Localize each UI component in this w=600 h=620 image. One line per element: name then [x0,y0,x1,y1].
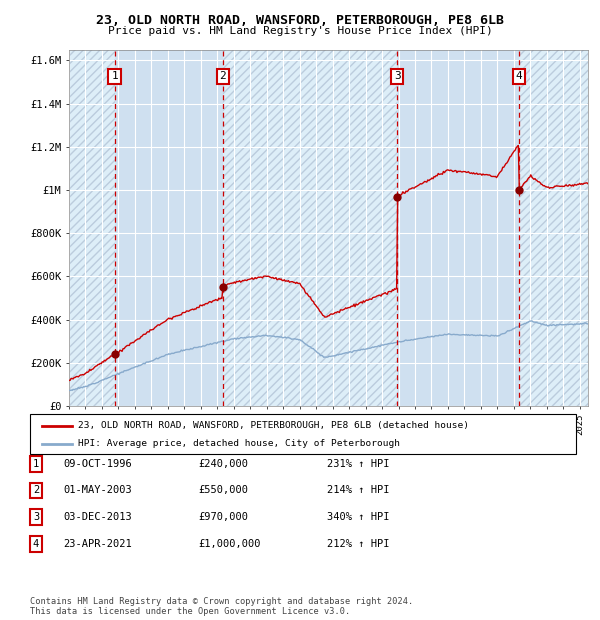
Text: 03-DEC-2013: 03-DEC-2013 [63,512,132,522]
Text: 4: 4 [33,539,39,549]
Text: Price paid vs. HM Land Registry's House Price Index (HPI): Price paid vs. HM Land Registry's House … [107,26,493,36]
Text: £1,000,000: £1,000,000 [198,539,260,549]
Text: Contains HM Land Registry data © Crown copyright and database right 2024.: Contains HM Land Registry data © Crown c… [30,597,413,606]
Text: 340% ↑ HPI: 340% ↑ HPI [327,512,389,522]
Text: £550,000: £550,000 [198,485,248,495]
Text: 23-APR-2021: 23-APR-2021 [63,539,132,549]
Text: 212% ↑ HPI: 212% ↑ HPI [327,539,389,549]
Bar [223,50,397,406]
Text: 3: 3 [33,512,39,522]
Bar [519,50,588,406]
Bar [397,50,519,406]
Bar [223,50,397,406]
Text: This data is licensed under the Open Government Licence v3.0.: This data is licensed under the Open Gov… [30,607,350,616]
Bar [69,50,115,406]
Text: £970,000: £970,000 [198,512,248,522]
Bar [115,50,223,406]
Text: 01-MAY-2003: 01-MAY-2003 [63,485,132,495]
Text: £240,000: £240,000 [198,459,248,469]
Text: 1: 1 [33,459,39,469]
Text: 3: 3 [394,71,401,81]
Text: 2: 2 [220,71,226,81]
Bar [69,50,115,406]
Text: 09-OCT-1996: 09-OCT-1996 [63,459,132,469]
Text: 2: 2 [33,485,39,495]
Text: 23, OLD NORTH ROAD, WANSFORD, PETERBOROUGH, PE8 6LB (detached house): 23, OLD NORTH ROAD, WANSFORD, PETERBOROU… [78,421,469,430]
Text: 231% ↑ HPI: 231% ↑ HPI [327,459,389,469]
Bar [519,50,588,406]
Text: 1: 1 [111,71,118,81]
Text: 214% ↑ HPI: 214% ↑ HPI [327,485,389,495]
Text: 4: 4 [515,71,523,81]
Text: HPI: Average price, detached house, City of Peterborough: HPI: Average price, detached house, City… [78,439,400,448]
Text: 23, OLD NORTH ROAD, WANSFORD, PETERBOROUGH, PE8 6LB: 23, OLD NORTH ROAD, WANSFORD, PETERBOROU… [96,14,504,27]
